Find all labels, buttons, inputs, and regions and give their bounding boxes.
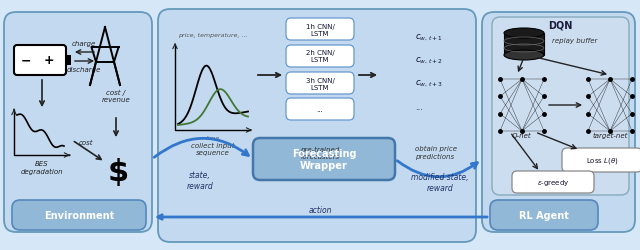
Text: Q-net: Q-net <box>512 132 532 138</box>
FancyBboxPatch shape <box>286 98 354 120</box>
FancyBboxPatch shape <box>253 138 395 180</box>
Text: $\varepsilon$-greedy: $\varepsilon$-greedy <box>537 177 570 187</box>
FancyBboxPatch shape <box>286 73 354 94</box>
Text: cost: cost <box>79 140 93 145</box>
Text: modified state,
reward: modified state, reward <box>412 172 468 192</box>
Text: BES
degradation: BES degradation <box>20 161 63 174</box>
Text: −: − <box>20 54 31 67</box>
Text: Loss $L(\theta)$: Loss $L(\theta)$ <box>586 156 618 165</box>
Ellipse shape <box>504 29 544 39</box>
FancyBboxPatch shape <box>512 171 594 193</box>
Text: replay buffer: replay buffer <box>552 38 598 44</box>
Ellipse shape <box>504 51 544 61</box>
Text: 2h CNN/
LSTM: 2h CNN/ LSTM <box>306 50 334 63</box>
Text: $c_{w,\,t+3}$: $c_{w,\,t+3}$ <box>415 78 443 89</box>
Text: +: + <box>44 54 54 67</box>
FancyBboxPatch shape <box>286 46 354 68</box>
Text: action: action <box>308 206 332 215</box>
Text: Forecasting
Wrapper: Forecasting Wrapper <box>292 148 356 170</box>
FancyBboxPatch shape <box>286 19 354 41</box>
FancyBboxPatch shape <box>562 148 640 172</box>
Text: charge: charge <box>72 41 96 47</box>
FancyBboxPatch shape <box>492 18 629 195</box>
Text: price, temperature, ...: price, temperature, ... <box>179 33 248 38</box>
Text: collect input
sequence: collect input sequence <box>191 142 235 155</box>
Text: target-net: target-net <box>592 132 628 138</box>
Text: ...: ... <box>415 102 423 111</box>
Text: discharge: discharge <box>67 67 101 73</box>
FancyBboxPatch shape <box>158 10 476 242</box>
Text: $c_{w,\,t+1}$: $c_{w,\,t+1}$ <box>415 33 443 43</box>
Text: Environment: Environment <box>44 210 114 220</box>
Text: time: time <box>206 136 220 141</box>
Text: 1h CNN/
LSTM: 1h CNN/ LSTM <box>305 24 335 36</box>
Text: DQN: DQN <box>548 20 572 30</box>
Text: RL Agent: RL Agent <box>519 210 569 220</box>
Text: $c_{w,\,t+2}$: $c_{w,\,t+2}$ <box>415 56 443 66</box>
Bar <box>66 56 71 66</box>
FancyBboxPatch shape <box>482 13 635 232</box>
FancyBboxPatch shape <box>490 200 598 230</box>
Text: ...: ... <box>317 106 323 112</box>
Text: state,
reward: state, reward <box>187 170 213 190</box>
Text: 3h CNN/
LSTM: 3h CNN/ LSTM <box>305 77 335 90</box>
Text: cost /
revenue: cost / revenue <box>102 89 131 102</box>
Text: $: $ <box>108 158 129 187</box>
FancyBboxPatch shape <box>14 46 66 76</box>
FancyBboxPatch shape <box>4 13 152 232</box>
FancyBboxPatch shape <box>12 200 146 230</box>
Bar <box>504 34 544 56</box>
Text: obtain price
predictions: obtain price predictions <box>415 146 457 159</box>
Text: pre-trained
forecasters: pre-trained forecasters <box>300 146 340 159</box>
